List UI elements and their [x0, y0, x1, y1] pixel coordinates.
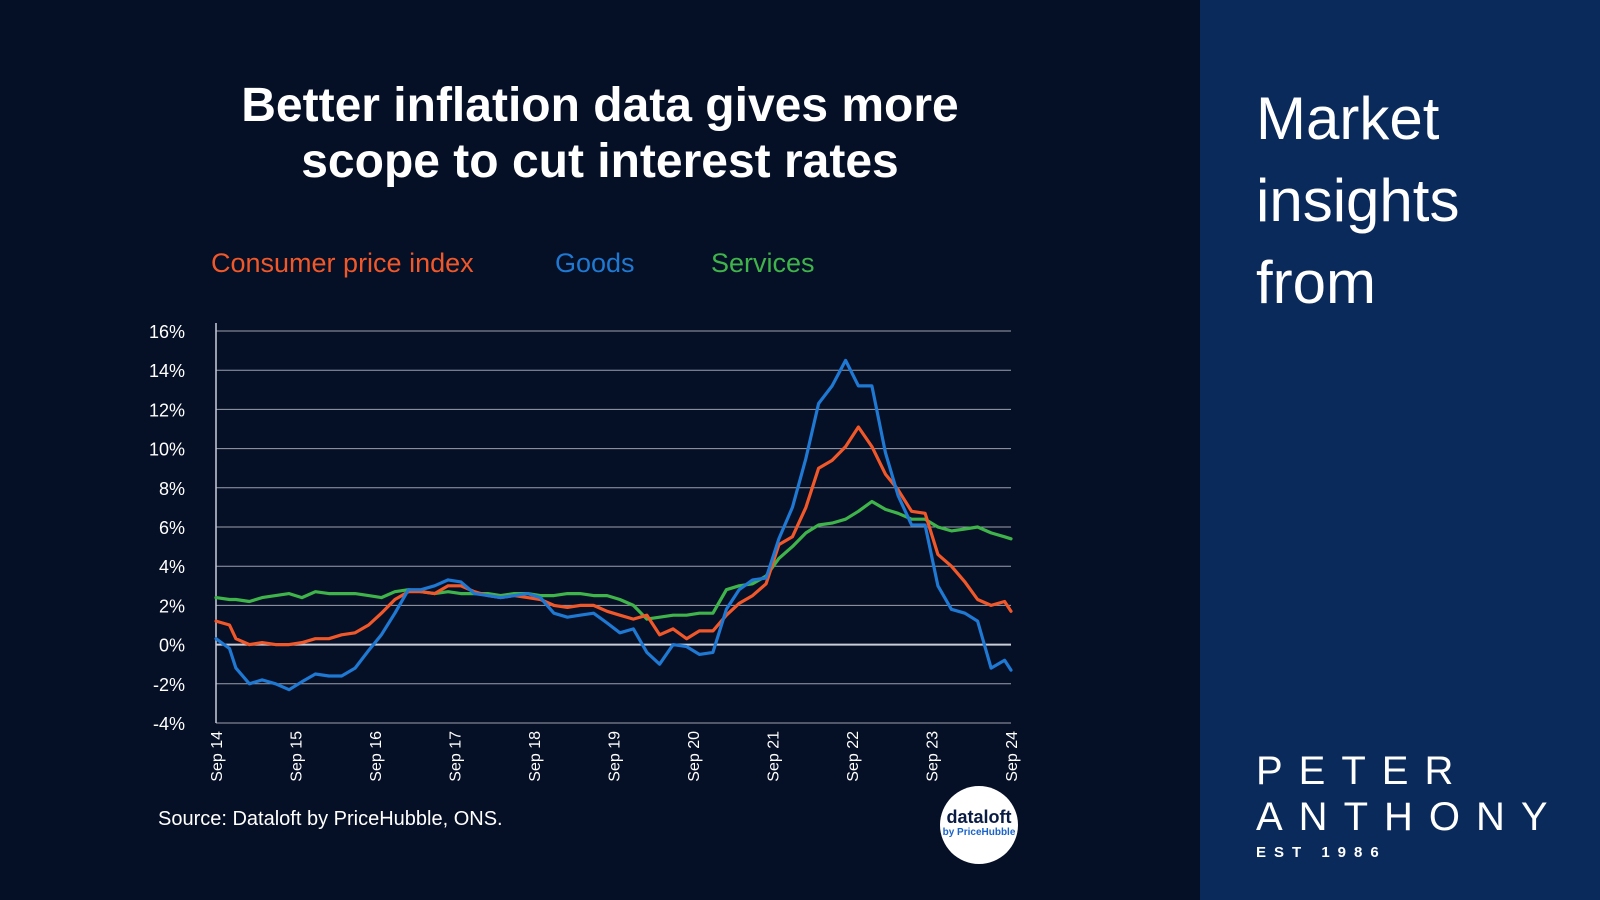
- brand-name-line-2: ANTHONY: [1256, 795, 1564, 839]
- x-tick-label: Sep 15: [289, 731, 306, 782]
- chart-panel: Better inflation data gives more scope t…: [130, 78, 1070, 864]
- x-tick-label: Sep 16: [368, 731, 385, 782]
- y-tick-label: 14%: [149, 361, 185, 381]
- chart-title-line-2: scope to cut interest rates: [301, 135, 899, 188]
- x-tick-label: Sep 21: [766, 731, 783, 782]
- x-tick-label: Sep 20: [686, 731, 703, 782]
- x-tick-label: Sep 24: [1004, 731, 1021, 782]
- legend-label-cpi: Consumer price index: [211, 248, 474, 278]
- sidebar-heading-line-1: Market: [1256, 85, 1440, 152]
- services-line: [214, 499, 1013, 621]
- cpi-line: [214, 425, 1013, 647]
- brand-name-line-1: PETER: [1256, 749, 1470, 793]
- legend-services: Services: [711, 248, 815, 279]
- sidebar-heading-line-3: from: [1256, 249, 1376, 316]
- y-tick-label: -2%: [153, 675, 185, 695]
- y-tick-label: 8%: [159, 479, 185, 499]
- y-tick-label: 6%: [159, 518, 185, 538]
- legend-label-services: Services: [711, 248, 815, 278]
- sidebar-panel: Market insights from PETER ANTHONY EST 1…: [1200, 0, 1600, 900]
- dataloft-logo-name: dataloft: [946, 807, 1012, 827]
- sidebar-heading: Market insights from: [1256, 78, 1576, 324]
- y-tick-label: -4%: [153, 714, 185, 734]
- dataloft-logo-tagline: by PriceHubble: [942, 827, 1016, 838]
- x-tick-label: Sep 18: [527, 731, 544, 782]
- y-tick-label: 2%: [159, 596, 185, 616]
- dataloft-logo: dataloft by PriceHubble: [940, 786, 1018, 864]
- y-tick-label: 12%: [149, 400, 185, 420]
- line-chart: 16% 14% 12% 10% 8% 6% 4% 2% 0% -2% -4% Sep 14 Sep 15…: [149, 322, 1021, 782]
- legend-label-goods: Goods: [555, 248, 635, 278]
- legend-goods: Goods: [555, 248, 635, 279]
- legend-cpi: Consumer price index: [211, 248, 474, 279]
- y-tick-label: 16%: [149, 322, 185, 342]
- chart-title-line-1: Better inflation data gives more: [241, 79, 959, 132]
- x-tick-label: Sep 23: [925, 731, 942, 782]
- sidebar-heading-line-2: insights: [1256, 167, 1460, 234]
- x-tick-label: Sep 17: [448, 731, 465, 782]
- x-tick-label: Sep 19: [607, 731, 624, 782]
- brand-tagline: EST 1986: [1256, 844, 1387, 861]
- chart-title: Better inflation data gives more scope t…: [130, 78, 1070, 190]
- y-tick-label: 4%: [159, 557, 185, 577]
- source-note: Source: Dataloft by PriceHubble, ONS.: [158, 808, 503, 830]
- y-tick-label: 0%: [159, 636, 185, 656]
- goods-line: [214, 358, 1013, 692]
- x-tick-label: Sep 14: [209, 731, 226, 782]
- x-tick-label: Sep 22: [845, 731, 862, 782]
- peter-anthony-logo: PETER ANTHONY EST 1986: [1256, 748, 1564, 866]
- y-tick-label: 10%: [149, 440, 185, 460]
